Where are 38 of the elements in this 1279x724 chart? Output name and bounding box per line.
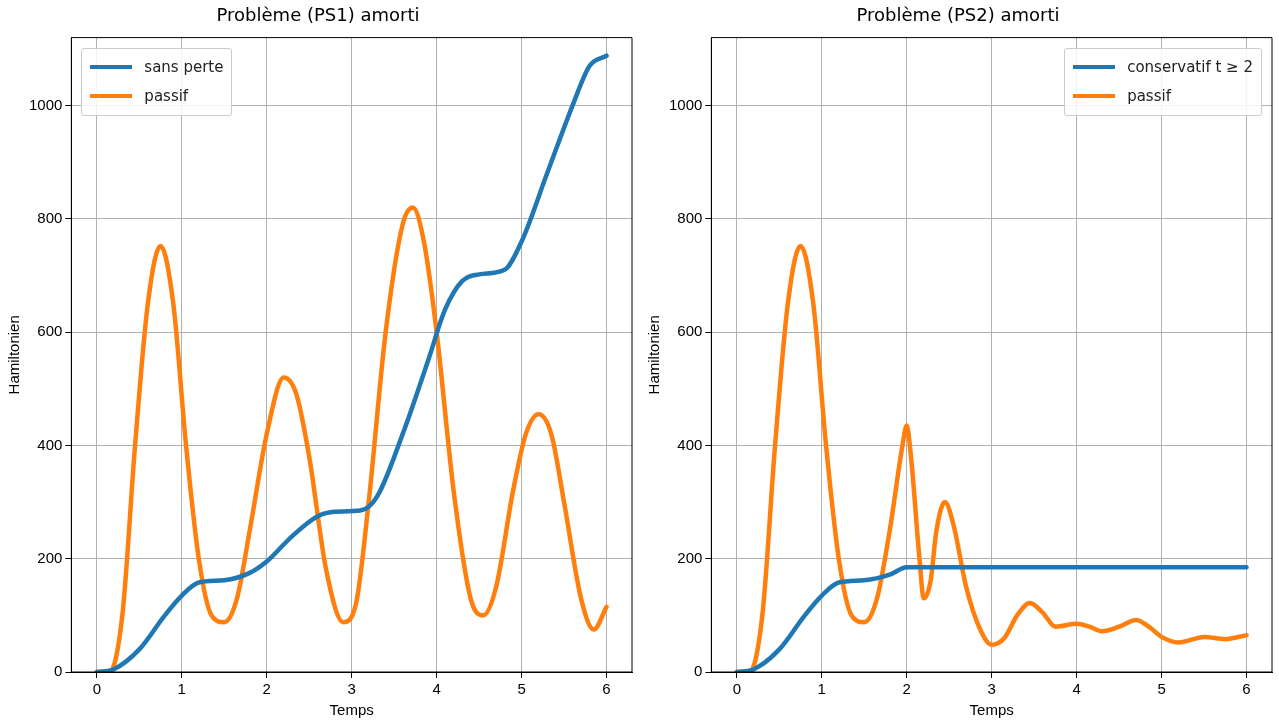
x-axis-title: Temps	[329, 701, 374, 719]
y-axis-title: Hamiltonien	[645, 315, 663, 395]
legend-label: conservatif t ≥ 2	[1127, 58, 1253, 77]
x-tick-label: 4	[432, 680, 441, 698]
legend-label: passif	[1127, 87, 1171, 106]
line-series	[734, 564, 1249, 672]
y-tick-label: 1000	[668, 95, 703, 113]
y-tick-label: 800	[677, 209, 703, 226]
x-tick-label: 1	[817, 680, 826, 698]
x-tick-label: 0	[732, 680, 742, 698]
x-tick-label: 0	[92, 680, 102, 698]
x-tick-label: 1	[177, 680, 186, 698]
chart-title: Problème (PS2) amorti	[856, 4, 1060, 26]
y-tick-label: 600	[677, 322, 703, 340]
legend-label: sans perte	[144, 58, 224, 77]
y-tick-label: 400	[677, 435, 703, 453]
legend-label: passif	[144, 87, 189, 106]
y-tick-label: 0	[54, 662, 63, 680]
x-tick-label: 2	[262, 680, 271, 698]
y-tick-label: 1000	[28, 95, 63, 113]
x-tick-label: 2	[902, 680, 911, 698]
y-tick-label: 200	[677, 548, 703, 566]
x-tick-label: 5	[1157, 680, 1166, 698]
chart-title: Problème (PS1) amorti	[216, 4, 420, 26]
x-tick-label: 3	[987, 680, 996, 698]
x-tick-label: 6	[602, 680, 611, 698]
line-series	[94, 53, 609, 672]
y-tick-label: 200	[37, 548, 63, 566]
x-tick-label: 4	[1072, 680, 1081, 698]
x-tick-label: 6	[1242, 680, 1251, 698]
y-tick-label: 0	[694, 662, 703, 680]
y-tick-label: 600	[37, 322, 63, 340]
y-axis-title: Hamiltonien	[5, 315, 23, 395]
y-tick-label: 400	[37, 435, 63, 453]
y-tick-label: 800	[37, 209, 63, 226]
x-tick-label: 3	[347, 680, 356, 698]
x-axis-title: Temps	[969, 701, 1014, 719]
x-tick-label: 5	[517, 680, 526, 698]
